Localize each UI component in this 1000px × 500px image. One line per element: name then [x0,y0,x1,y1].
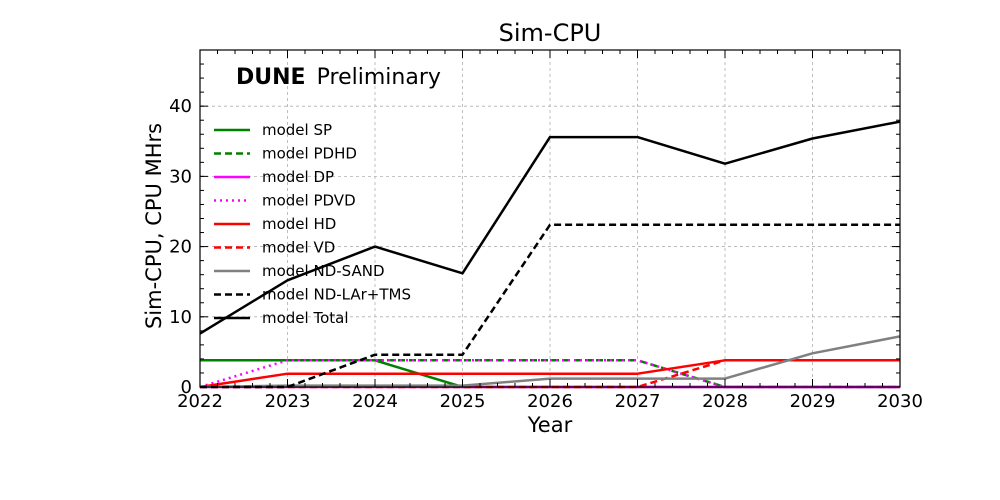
legend-label-model-nd-lar-tms: model ND-LAr+TMS [262,286,411,304]
x-tick-label: 2026 [527,391,573,412]
x-tick-label: 2029 [790,391,836,412]
legend-label-model-nd-sand: model ND-SAND [262,262,385,280]
x-tick-label: 2022 [177,391,223,412]
legend-label-model-sp: model SP [262,121,332,139]
dune-brand-text: DUNE [236,65,306,90]
y-tick-label: 40 [169,96,192,117]
y-tick-label: 0 [181,377,192,398]
y-tick-label: 20 [169,237,192,258]
x-tick-label: 2027 [615,391,661,412]
legend: model SP model PDHD model DP model PDVD mode… [214,121,411,327]
legend-label-model-pdvd: model PDVD [262,192,356,210]
legend-label-model-vd: model VD [262,239,335,257]
series-line-model-pdvd [199,359,900,389]
preliminary-text: Preliminary [317,65,441,90]
chart-title: Sim-CPU [499,19,602,47]
series-line-model-total [199,120,901,335]
dune-preliminary-annotation: DUNE Preliminary [236,65,441,90]
axis-ticks: 2022 2023 2024 2025 2026 2027 2028 2029 20300102… [169,49,923,412]
legend-label-model-total: model Total [262,309,349,327]
y-axis-label: Sim-CPU, CPU MHrs [142,123,166,329]
legend-label-model-dp: model DP [262,168,334,186]
x-tick-label: 2024 [352,391,398,412]
y-tick-label: 10 [169,307,192,328]
y-tick-label: 30 [169,166,192,187]
x-axis-label: Year [527,413,573,437]
series-line-model-nd-sand [199,335,901,389]
x-tick-label: 2023 [265,391,311,412]
x-tick-label: 2030 [877,391,923,412]
legend-label-model-pdhd: model PDHD [262,145,357,163]
series-line-model-nd-lar-tms [200,223,900,389]
plot-frame [199,49,901,388]
x-tick-label: 2025 [440,391,486,412]
legend-label-model-hd: model HD [262,215,336,233]
x-tick-label: 2028 [702,391,748,412]
